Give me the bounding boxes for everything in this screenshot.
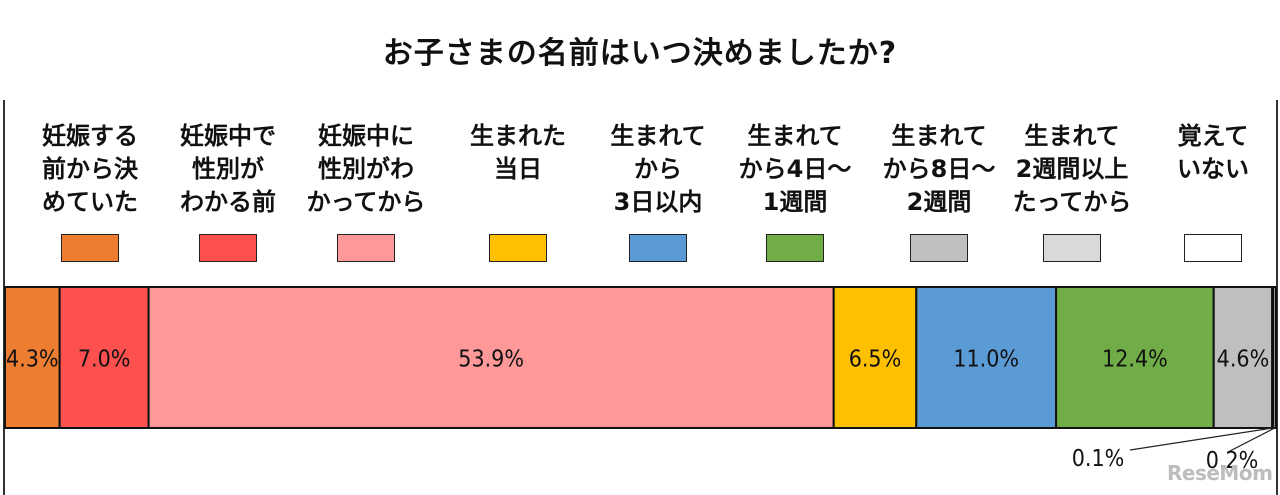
legend-label: 生まれた 当日 (470, 122, 566, 183)
legend-item: 生まれて 2週間以上 たってから (1002, 120, 1142, 270)
legend-label: 生まれて から 3日以内 (610, 122, 706, 216)
legend-label: 生まれて から4日～ 1週間 (738, 122, 852, 216)
data-label: 53.9% (458, 347, 524, 373)
legend-item: 生まれて から4日～ 1週間 (725, 120, 865, 270)
legend-label: 妊娠中に 性別がわ かってから (306, 122, 426, 216)
bar-segment (4, 286, 61, 429)
data-label: 6.5% (849, 347, 902, 373)
legend-item: 生まれて から8日～ 2週間 (869, 120, 1009, 270)
legend-swatch (766, 234, 824, 262)
bar-segment (1272, 286, 1278, 429)
legend-label: 妊娠する 前から決 めていた (42, 122, 138, 216)
data-label: 7.0% (78, 347, 131, 373)
callout-leader-line (1227, 427, 1276, 453)
bar-segment (1055, 286, 1215, 429)
legend-item: 覚えて いない (1143, 120, 1280, 270)
chart-title: お子さまの名前はいつ決めましたか? (382, 36, 898, 71)
legend-swatch (910, 234, 968, 262)
legend-item: 生まれた 当日 (448, 120, 588, 270)
data-label: 0.1% (1072, 446, 1125, 472)
legend-swatch (1184, 234, 1242, 262)
data-label: 12.4% (1102, 347, 1168, 373)
legend-item: 妊娠中に 性別がわ かってから (296, 120, 436, 270)
data-label: 11.0% (953, 347, 1019, 373)
legend-label: 生まれて から8日～ 2週間 (882, 122, 996, 216)
legend-label: 生まれて 2週間以上 たってから (1012, 122, 1132, 216)
legend-swatch (61, 234, 119, 262)
legend-item: 妊娠中で 性別が わかる前 (158, 120, 298, 270)
data-label: 4.3% (6, 347, 59, 373)
legend-swatch (199, 234, 257, 262)
legend-item: 妊娠する 前から決 めていた (20, 120, 160, 270)
legend-swatch (337, 234, 395, 262)
callout-leader-line (1129, 427, 1273, 451)
legend-label: 妊娠中で 性別が わかる前 (180, 122, 276, 216)
legend-swatch (489, 234, 547, 262)
legend-label: 覚えて いない (1177, 122, 1249, 183)
resemom-watermark-logo: ReseMom (1167, 461, 1273, 485)
data-label: 4.6% (1217, 347, 1270, 373)
bar-segment (832, 286, 918, 429)
bar-segment (58, 286, 150, 429)
bar-segment (147, 286, 835, 429)
legend-item: 生まれて から 3日以内 (588, 120, 728, 270)
legend-swatch (629, 234, 687, 262)
data-label: 0.2% (1206, 448, 1259, 474)
legend-swatch (1043, 234, 1101, 262)
